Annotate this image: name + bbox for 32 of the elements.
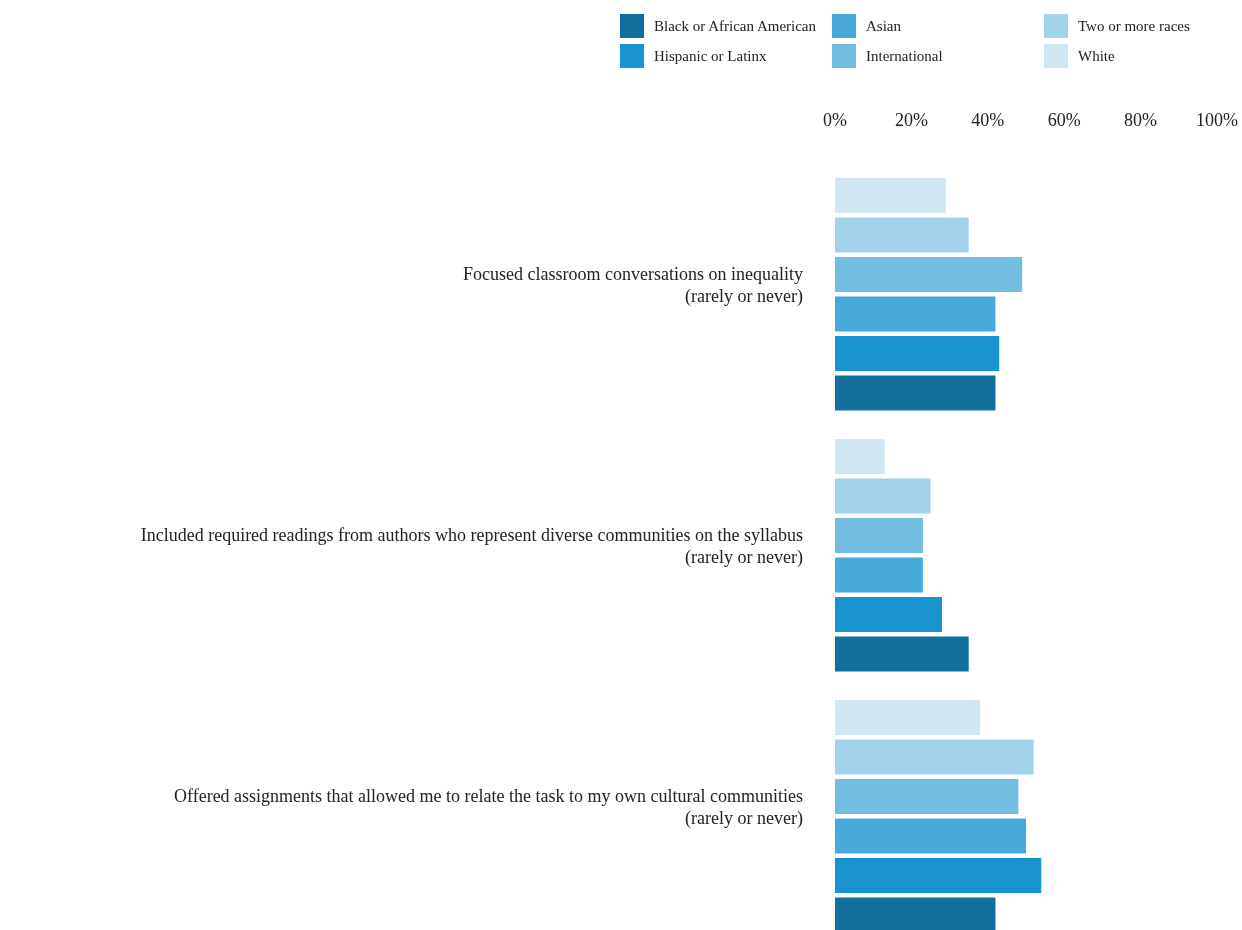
legend-label: Two or more races	[1078, 18, 1190, 34]
x-tick-label: 0%	[823, 110, 847, 130]
bar	[835, 336, 1000, 371]
x-tick-label: 40%	[971, 110, 1005, 130]
bar	[835, 636, 969, 672]
legend-label: Asian	[866, 18, 902, 34]
x-tick-label: 20%	[894, 110, 928, 130]
y-tick-label: Offered assignments that allowed me to relate the task to my own cultural communities (rarely or never)	[173, 785, 803, 829]
x-tick-label: 80%	[1124, 110, 1158, 130]
legend-label: Hispanic or Latinx	[654, 48, 767, 64]
bar	[835, 257, 1023, 292]
legend-label: White	[1078, 48, 1115, 64]
legend-label: International	[866, 48, 943, 64]
x-tick-label: 100%	[1196, 110, 1238, 130]
bar	[835, 557, 923, 593]
bar	[835, 739, 1034, 775]
bar	[835, 779, 1019, 814]
bar	[835, 439, 885, 474]
bar	[835, 597, 942, 632]
bar	[835, 700, 981, 735]
bar	[835, 858, 1042, 893]
bar	[835, 178, 946, 213]
bar	[835, 375, 996, 411]
y-tick-label: Included required readings from authors who represent diverse communities on the syllabus (rarely or never)	[140, 524, 803, 568]
legend-label: Black or African American	[654, 18, 817, 34]
bar	[835, 217, 969, 253]
x-tick-label: 60%	[1047, 110, 1081, 130]
bar	[835, 478, 931, 514]
bar	[835, 518, 923, 553]
y-tick-label: Focused classroom conversations on inequality (rarely or never)	[463, 263, 803, 307]
bar	[835, 296, 996, 332]
bar	[835, 818, 1026, 854]
